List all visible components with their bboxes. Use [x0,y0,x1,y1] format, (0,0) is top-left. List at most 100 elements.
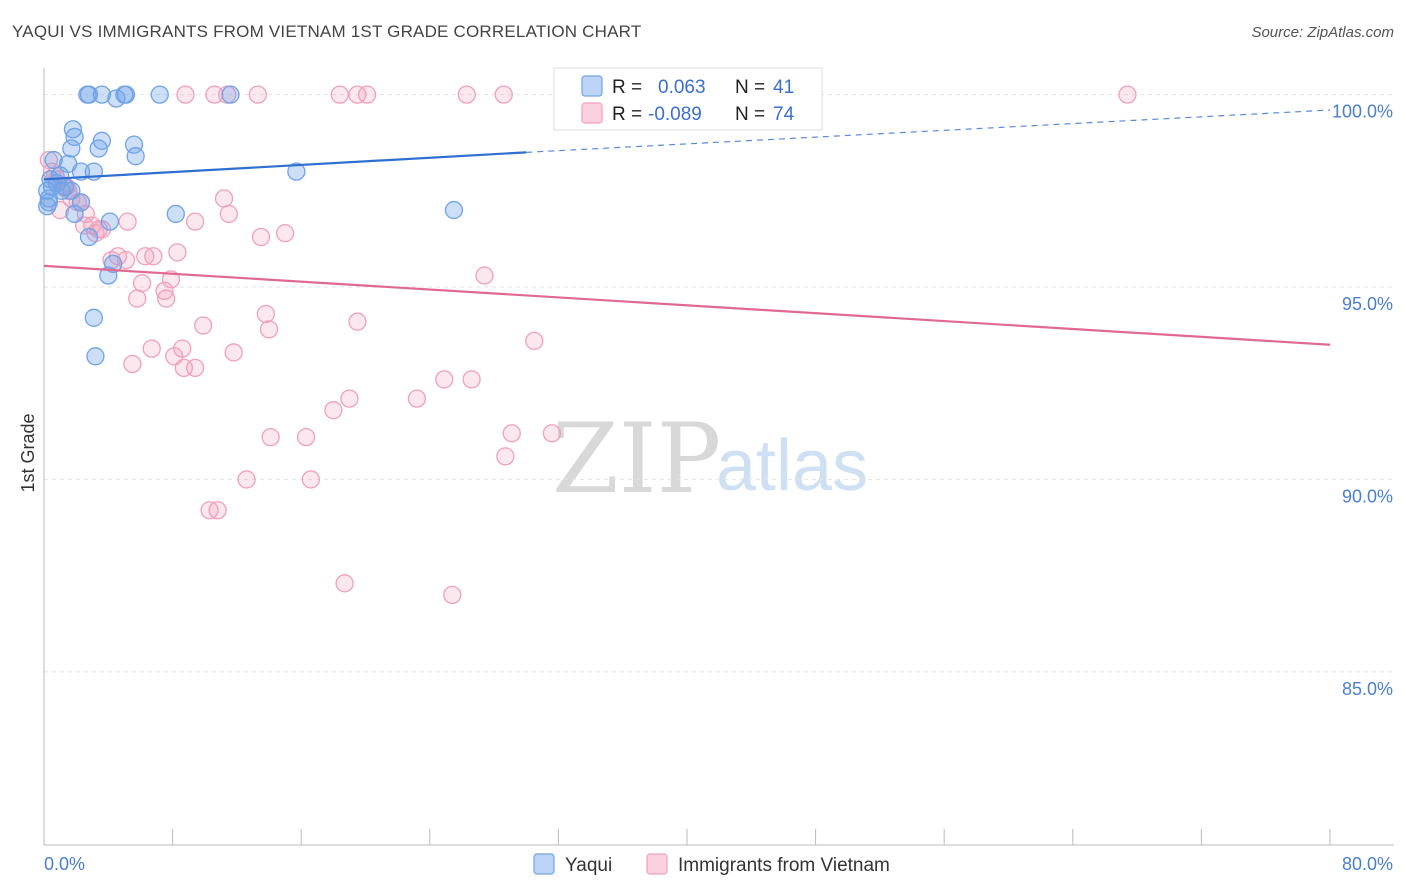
point-yaqui [86,347,105,366]
point-vietnam [502,424,521,443]
point-yaqui [92,85,112,104]
point-vietnam [237,470,256,489]
point-vietnam [496,447,515,466]
point-vietnam [340,389,359,408]
point-vietnam [224,343,243,362]
point-vietnam [39,150,58,170]
point-yaqui [103,254,123,274]
point-vietnam [155,281,174,301]
point-vietnam [132,274,152,293]
bottom-legend-vietnam: Immigrants from Vietnam [678,855,890,876]
correlation-legend: R = 0.063 N = 41 R = -0.089 N = 74 [553,67,823,131]
point-yaqui [71,162,91,181]
point-vietnam [296,427,316,447]
legend-n-value-yaqui: 41 [773,77,794,98]
x-tick-label-right: 80.0% [1342,854,1393,874]
point-yaqui [62,139,81,158]
y-tick-label: 90.0% [1342,486,1393,506]
point-vietnam [462,370,481,389]
point-yaqui [84,308,103,327]
point-yaqui [79,85,99,104]
point-yaqui [65,127,84,147]
point-yaqui [50,166,70,185]
watermark-zip: ZIP [552,403,721,515]
point-vietnam [157,289,176,308]
point-vietnam [144,247,163,266]
point-yaqui [44,150,63,170]
point-yaqui [63,120,83,139]
trend-lines [43,109,1331,346]
source-label: Source: ZipAtlas.com [1251,24,1394,41]
point-vietnam [542,424,562,443]
legend-r-value-vietnam: -0.089 [648,104,702,125]
bottom-legend-swatch-yaqui [533,853,555,875]
point-vietnam [128,289,147,308]
point-yaqui [38,181,57,200]
point-yaqui [221,85,240,104]
point-vietnam [348,85,367,104]
y-tick-label: 85.0% [1342,679,1393,699]
watermark-atlas: atlas [716,426,868,506]
point-yaqui [116,85,136,104]
point-vietnam [142,339,161,358]
point-yaqui [124,135,144,154]
point-vietnam [176,85,195,104]
point-yaqui [287,162,306,181]
point-vietnam [118,212,137,231]
chart-title: YAQUI VS IMMIGRANTS FROM VIETNAM 1ST GRA… [12,22,642,41]
point-yaqui [39,193,58,212]
point-vietnam [301,470,320,489]
point-vietnam [407,389,427,408]
point-yaqui [100,212,120,231]
point-vietnam [248,85,267,104]
point-vietnam [214,189,234,208]
point-vietnam [168,243,187,262]
point-vietnam [1118,85,1137,104]
point-yaqui [150,85,169,104]
point-yaqui [65,204,84,224]
x-tick-label-left: 0.0% [44,854,85,874]
point-vietnam [457,85,476,104]
point-vietnam [256,304,275,324]
point-vietnam [443,585,462,605]
y-tick-label: 100.0% [1332,102,1393,122]
point-vietnam [185,358,205,377]
point-vietnam [161,270,181,289]
data-points [38,85,1137,605]
gridlines [44,94,1394,673]
point-vietnam [208,501,227,520]
y-tick-labels: 100.0% 95.0% 90.0% 85.0% [1332,102,1393,699]
point-vietnam [324,401,343,420]
point-vietnam [205,85,224,104]
point-yaqui [444,200,464,220]
point-vietnam [275,224,295,243]
point-vietnam [335,574,354,593]
legend-r-label-vietnam: R = [612,104,642,125]
legend-n-label-vietnam: N = [735,104,765,125]
point-vietnam [193,316,213,335]
bottom-legend-yaqui: Yaqui [565,855,612,876]
point-vietnam [475,266,494,285]
point-vietnam [219,204,239,224]
point-vietnam [261,427,280,447]
series-legend: Yaqui Immigrants from Vietnam [533,853,890,876]
legend-swatch-yaqui [581,75,603,97]
trend-line-yaqui [43,151,527,181]
point-vietnam [251,227,271,247]
point-vietnam [435,370,454,389]
x-tick-labels: 0.0% 80.0% [44,854,1393,874]
trend-line-yaqui-extension [526,109,1331,153]
point-yaqui [89,139,108,158]
y-tick-label: 95.0% [1342,294,1393,314]
trend-line-vietnam [43,264,1331,346]
point-yaqui [99,266,118,285]
point-vietnam [348,312,367,331]
legend-r-label-yaqui: R = [612,77,642,98]
point-vietnam [357,85,377,104]
point-vietnam [494,85,513,104]
point-vietnam [185,212,205,231]
axes [43,68,1394,846]
legend-n-value-vietnam: 74 [773,104,795,125]
y-axis-label: 1st Grade [18,413,38,492]
